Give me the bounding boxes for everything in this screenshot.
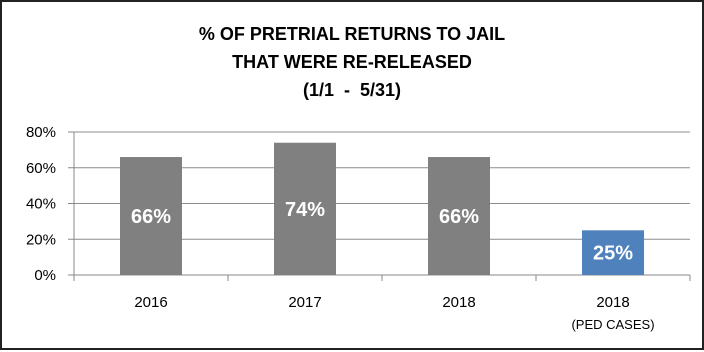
x-category-sublabel: (PED CASES) — [571, 317, 654, 332]
x-category-label: 2017 — [288, 294, 321, 311]
data-label: 25% — [593, 243, 633, 265]
chart-title: % OF PRETRIAL RETURNS TO JAIL THAT WERE … — [2, 20, 702, 104]
data-label: 66% — [131, 206, 171, 228]
bar-4 — [582, 230, 644, 275]
bar-1 — [120, 157, 182, 275]
y-tick-label: 0% — [34, 267, 56, 284]
chart-title-line-1: % OF PRETRIAL RETURNS TO JAIL — [198, 24, 506, 44]
x-category-label: 2016 — [134, 294, 167, 311]
bar-2 — [274, 142, 336, 275]
y-tick-label: 40% — [26, 196, 56, 213]
x-category-label: 2018 — [442, 294, 475, 311]
data-label: 66% — [439, 206, 479, 228]
y-tick-label: 20% — [26, 231, 56, 248]
data-label: 74% — [285, 199, 325, 221]
bar-3 — [428, 157, 490, 275]
chart-title-line-3: (1/1 - 5/31) — [302, 80, 402, 100]
y-tick-label: 80% — [26, 124, 56, 141]
y-tick-label: 60% — [26, 160, 56, 177]
chart-title-line-2: THAT WERE RE-RELEASED — [232, 52, 472, 72]
x-category-label: 2018 — [596, 294, 629, 311]
